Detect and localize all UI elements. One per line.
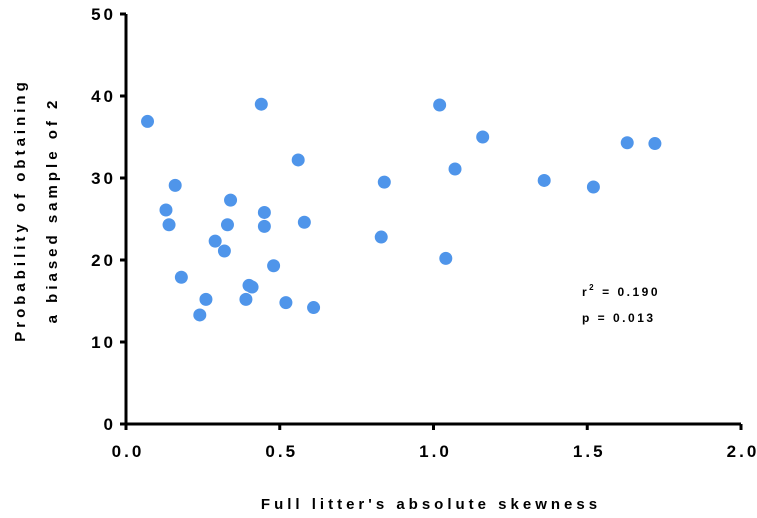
data-points	[141, 97, 662, 322]
data-point	[174, 270, 188, 284]
data-point	[254, 97, 268, 111]
x-tick-label: 1.0	[419, 442, 452, 461]
data-point	[374, 230, 388, 244]
data-point	[291, 153, 305, 167]
data-point	[448, 162, 462, 176]
data-point	[307, 301, 321, 315]
data-point	[208, 234, 222, 248]
data-point	[162, 218, 176, 232]
data-point	[537, 173, 551, 187]
data-point	[257, 205, 271, 219]
data-point	[199, 292, 213, 306]
y-tick-label: 40	[91, 87, 116, 106]
data-point	[141, 114, 155, 128]
x-tick-label: 0.0	[112, 442, 145, 461]
data-point	[297, 215, 311, 229]
data-point	[439, 251, 453, 265]
data-point	[586, 180, 600, 194]
y-tick-label: 50	[91, 5, 116, 24]
x-axis-title: Full litter's absolute skewness	[261, 496, 601, 513]
data-point	[377, 175, 391, 189]
y-axis-title-line2: a biased sample of 2	[44, 97, 61, 324]
data-point	[168, 178, 182, 192]
y-axis-title-line1: Probability of obtaining	[12, 78, 29, 342]
y-tick-label: 20	[91, 251, 116, 270]
p-value-annotation: p = 0.013	[582, 311, 656, 325]
stats-annotation: r2 = 0.190 p = 0.013	[582, 283, 660, 325]
y-axis-ticks: 0 10 20 30 40 50	[91, 5, 126, 434]
x-tick-label: 2.0	[727, 442, 757, 461]
data-point	[220, 218, 234, 232]
data-point	[648, 137, 662, 151]
r-squared-annotation: r2 = 0.190	[582, 283, 660, 299]
data-point	[257, 219, 271, 233]
data-point	[279, 296, 293, 310]
x-tick-label: 1.5	[573, 442, 606, 461]
data-point	[239, 292, 253, 306]
data-point	[267, 259, 281, 273]
x-tick-label: 0.5	[265, 442, 298, 461]
y-tick-label: 10	[91, 333, 116, 352]
data-point	[217, 244, 231, 258]
data-point	[159, 203, 173, 217]
data-point	[433, 98, 447, 112]
data-point	[224, 193, 238, 207]
data-point	[245, 280, 259, 294]
x-axis-ticks: 0.0 0.5 1.0 1.5 2.0	[112, 424, 757, 461]
data-point	[193, 308, 207, 322]
data-point	[476, 130, 490, 144]
y-tick-label: 30	[91, 169, 116, 188]
y-tick-label: 0	[104, 415, 116, 434]
data-point	[620, 136, 634, 150]
